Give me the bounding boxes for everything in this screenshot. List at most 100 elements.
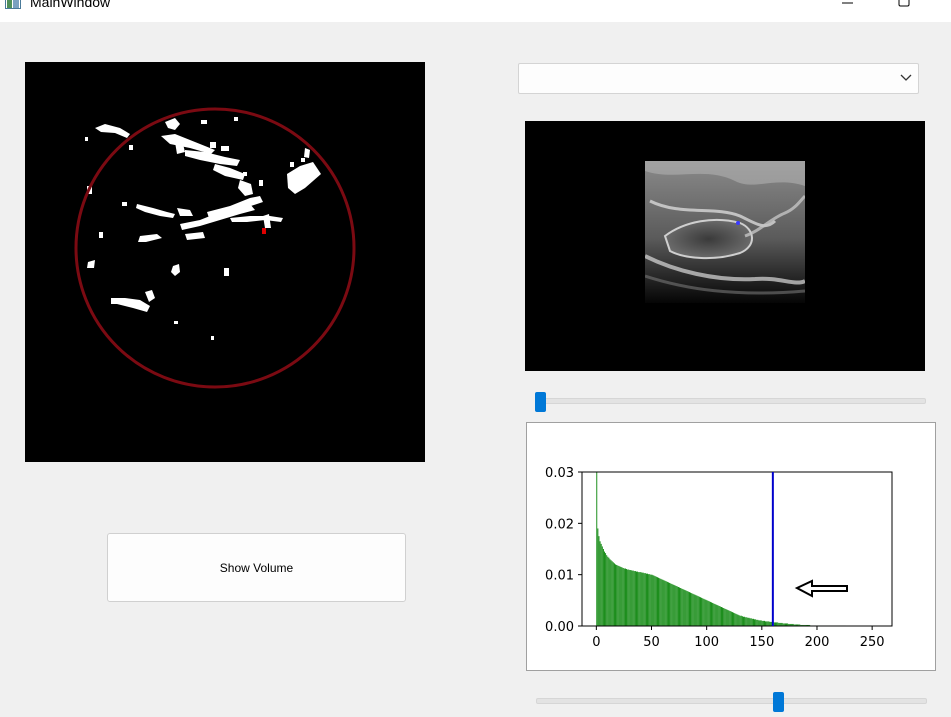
- histogram-bar: [752, 618, 754, 626]
- threshold-slider-track[interactable]: [536, 698, 927, 704]
- show-volume-button[interactable]: Show Volume: [107, 533, 406, 602]
- slice-slider[interactable]: [535, 392, 926, 412]
- histogram-bar: [733, 612, 735, 626]
- histogram-bar: [801, 624, 803, 626]
- plot-frame: [581, 471, 893, 627]
- title-bar: MainWindow: [0, 0, 951, 22]
- slice-slider-track[interactable]: [535, 398, 926, 404]
- threshold-slider[interactable]: [536, 692, 927, 712]
- histogram-bar: [681, 588, 683, 626]
- histogram-bar: [599, 541, 601, 626]
- histogram-bar: [680, 588, 682, 626]
- histogram-bar: [613, 563, 615, 626]
- histogram-bar: [641, 572, 643, 626]
- histogram-bar: [631, 570, 633, 626]
- histogram-bar: [639, 572, 641, 626]
- histogram-bar: [606, 555, 608, 626]
- minimize-icon[interactable]: [838, 0, 858, 12]
- x-tick-label: 150: [749, 635, 774, 650]
- histogram-bar: [730, 611, 732, 626]
- histogram-bar: [706, 600, 708, 626]
- histogram-bar: [702, 598, 704, 626]
- histogram-bar: [799, 624, 801, 626]
- histogram-bar: [692, 593, 694, 626]
- histogram-bar: [745, 617, 747, 626]
- histogram-bar: [636, 571, 637, 626]
- histogram-bar: [755, 619, 757, 626]
- histogram-bar: [671, 583, 673, 626]
- y-tick-label: 0.00: [545, 620, 574, 635]
- histogram-bar: [676, 586, 678, 626]
- y-tick-label: 0.01: [545, 569, 574, 584]
- histogram-bar: [808, 624, 810, 626]
- histogram-bar: [649, 574, 651, 626]
- histogram-bar: [729, 611, 731, 626]
- histogram-bar: [734, 613, 736, 626]
- histogram-bar: [657, 577, 658, 626]
- histogram-bar: [627, 569, 629, 626]
- histogram-bar: [662, 579, 664, 626]
- histogram-bar: [700, 597, 701, 626]
- histogram-bar: [698, 596, 700, 626]
- histogram-bar: [761, 620, 763, 626]
- histogram-bar: [794, 624, 796, 626]
- histogram-bar: [616, 564, 618, 626]
- histogram-bar: [609, 559, 611, 626]
- histogram-bar: [773, 622, 775, 626]
- histogram-bar: [625, 568, 626, 626]
- histogram-bar: [690, 592, 691, 626]
- histogram-bar: [607, 556, 609, 626]
- histogram-bar: [696, 595, 698, 626]
- histogram-bar: [786, 623, 787, 626]
- histogram-bar: [634, 571, 636, 626]
- show-volume-label: Show Volume: [219, 560, 294, 575]
- histogram-bar: [767, 621, 769, 626]
- histogram-bar: [651, 574, 653, 626]
- histogram-bar: [783, 623, 785, 626]
- histogram-bar: [707, 600, 709, 626]
- histogram-bar: [764, 620, 765, 626]
- roi-circle: [74, 107, 356, 389]
- slice-slider-handle[interactable]: [535, 392, 546, 412]
- histogram-bar: [666, 581, 668, 626]
- histogram-bar: [718, 605, 720, 626]
- histogram-bar: [715, 604, 717, 626]
- selection-combobox[interactable]: [518, 63, 919, 94]
- histogram-bar: [713, 603, 715, 626]
- threshold-slider-handle[interactable]: [773, 692, 784, 712]
- histogram-bar: [691, 593, 693, 626]
- segmentation-image: [74, 107, 356, 389]
- app-icon: [5, 0, 21, 9]
- histogram-bar: [760, 620, 762, 626]
- histogram-bar: [792, 623, 794, 626]
- histogram-bar: [739, 615, 741, 626]
- histogram-bar: [647, 573, 648, 626]
- histogram-bar: [673, 584, 675, 626]
- maximize-icon[interactable]: [894, 0, 914, 12]
- histogram-bar: [598, 536, 600, 626]
- histogram-bar: [648, 574, 650, 626]
- histogram-bar: [683, 589, 685, 626]
- histogram-bar: [644, 573, 646, 626]
- histogram-bar: [604, 551, 605, 626]
- histogram-bar: [708, 601, 710, 626]
- histogram-bar: [716, 604, 718, 626]
- histogram-bar: [728, 610, 730, 626]
- segmentation-view: [25, 62, 425, 462]
- histogram-bar: [738, 615, 740, 626]
- histogram-bar: [643, 573, 645, 626]
- histogram-bar: [770, 621, 772, 626]
- histogram-bar: [663, 580, 665, 626]
- histogram-bar: [659, 578, 661, 626]
- segmented-vessels: [85, 117, 321, 340]
- histogram-bar: [762, 620, 764, 626]
- histogram-bar: [685, 590, 687, 626]
- histogram-bar: [809, 624, 811, 626]
- histogram-bar: [778, 622, 780, 626]
- histogram-bar: [615, 564, 616, 626]
- histogram-bar: [775, 622, 776, 626]
- histogram-bar: [669, 582, 671, 626]
- x-tick-label: 0: [592, 635, 600, 650]
- histogram-bar: [717, 605, 719, 626]
- histogram-bar: [746, 617, 748, 626]
